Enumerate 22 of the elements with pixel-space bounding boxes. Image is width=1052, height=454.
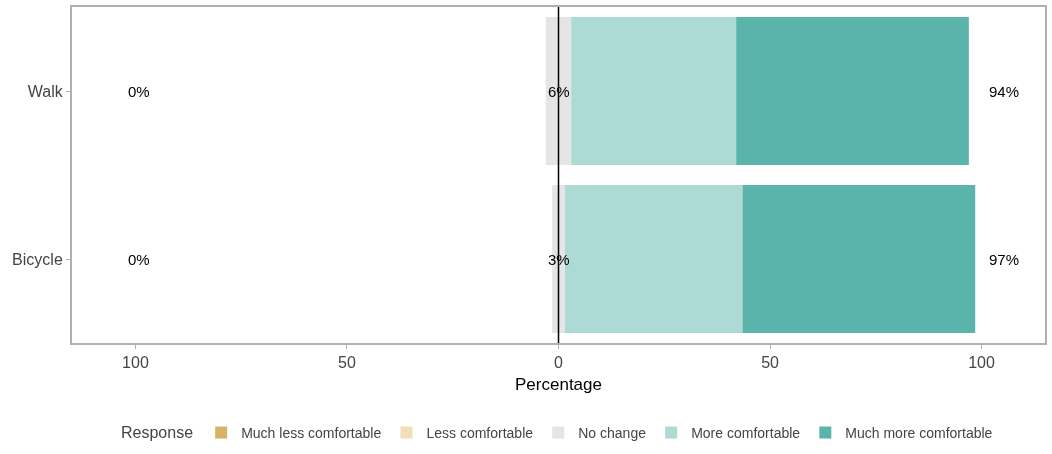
x-axis-title: Percentage <box>515 375 602 395</box>
bar <box>742 185 976 333</box>
x-tick-label: 50 <box>338 354 356 372</box>
annotation: 0% <box>128 83 150 100</box>
legend-label: Less comfortable <box>426 424 534 441</box>
x-tick-label: 100 <box>122 354 149 372</box>
bar <box>736 17 969 165</box>
annotation: 97% <box>989 251 1020 268</box>
legend-label: Much more comfortable <box>845 424 993 441</box>
x-tick-label: 100 <box>968 354 995 372</box>
legend-label: More comfortable <box>691 424 801 441</box>
legend-label: Much less comfortable <box>241 424 382 441</box>
x-tick-label: 50 <box>761 354 780 372</box>
bar <box>571 17 737 165</box>
y-tick-label: Walk <box>27 82 64 100</box>
x-tick-label: 0 <box>554 354 564 372</box>
y-tick-label: Bicycle <box>12 250 63 268</box>
legend-title: Response <box>121 423 194 441</box>
annotation: 0% <box>128 251 150 268</box>
bar <box>545 17 572 165</box>
legend-label: No change <box>578 424 647 441</box>
annotation: 94% <box>989 83 1020 100</box>
